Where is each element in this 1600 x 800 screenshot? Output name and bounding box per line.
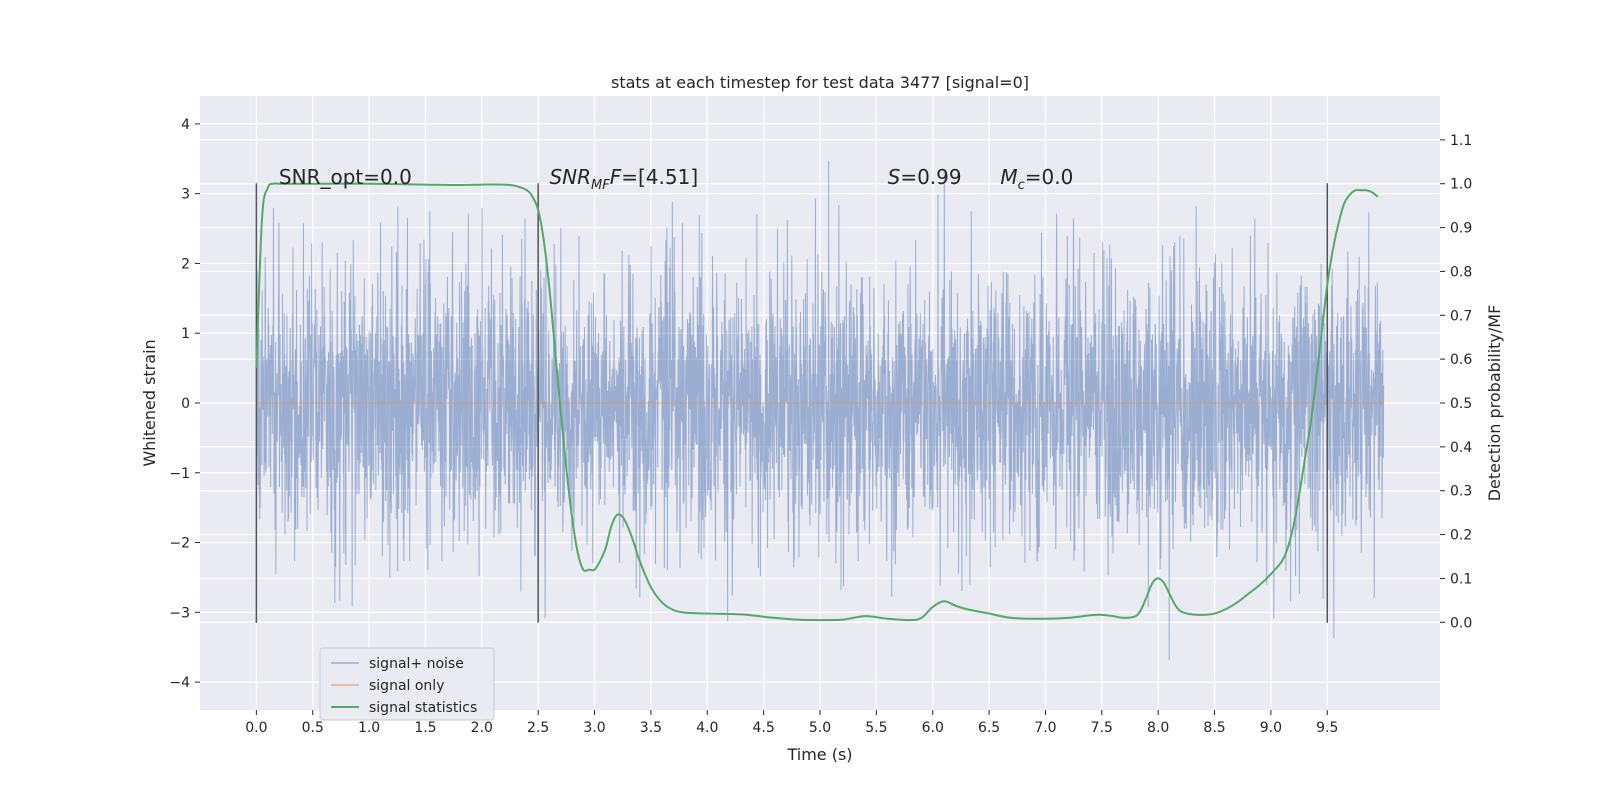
y-tick-label-right: 0.8: [1450, 264, 1472, 280]
annotation-s-value: S=0.99: [888, 165, 962, 189]
y-tick-label-right: 0.3: [1450, 484, 1472, 500]
y-tick-label-right: 0.4: [1450, 440, 1472, 456]
legend-label-signal-noise: signal+ noise: [369, 656, 464, 672]
series-signal-noise: [255, 161, 1385, 660]
vertical-marker-layer: [255, 183, 1329, 623]
annotation-layer: SNR_opt=0.0 SNRMFF=[4.51] S=0.99 Mc=0.0: [279, 165, 1073, 193]
y-tick-label-left: 1: [181, 326, 190, 342]
y-tick-label-right: 0.9: [1450, 221, 1472, 237]
signal-noise-layer: [255, 161, 1385, 660]
x-tick-label: 7.0: [1034, 720, 1056, 736]
x-tick-label: 8.0: [1147, 720, 1169, 736]
y-tick-label-left: −1: [169, 466, 190, 482]
x-tick-label: 6.5: [978, 720, 1000, 736]
y-tick-label-right: 0.5: [1450, 396, 1472, 412]
y-tick-label-left: 4: [181, 117, 190, 133]
y-tick-label-right: 1.1: [1450, 133, 1472, 149]
x-axis-label: Time (s): [786, 745, 852, 764]
legend: signal+ noise signal only signal statist…: [319, 647, 495, 721]
x-tick-label: 5.5: [865, 720, 887, 736]
y-tick-label-right: 0.2: [1450, 528, 1472, 544]
y-tick-label-left: −4: [169, 675, 190, 691]
x-tick-label: 9.5: [1316, 720, 1338, 736]
x-tick-label: 3.5: [640, 720, 662, 736]
y-tick-label-right: 0.6: [1450, 352, 1472, 368]
y-tick-label-left: 3: [181, 187, 190, 203]
x-tick-label: 9.0: [1260, 720, 1282, 736]
x-tick-label: 6.0: [922, 720, 944, 736]
x-tick-label: 8.5: [1203, 720, 1225, 736]
x-tick-label: 1.0: [358, 720, 380, 736]
annotation-snr-mf: SNRMFF=[4.51]: [549, 165, 698, 193]
x-tick-label: 2.5: [527, 720, 549, 736]
y-axis-label-right: Detection probability/MF: [1485, 305, 1504, 502]
x-tick-label: 0.0: [245, 720, 267, 736]
y-tick-label-left: 0: [181, 396, 190, 412]
x-tick-label: 5.0: [809, 720, 831, 736]
legend-box: [319, 647, 495, 721]
x-tick-label: 0.5: [302, 720, 324, 736]
chart-title: stats at each timestep for test data 347…: [611, 73, 1029, 92]
x-tick-label: 1.5: [414, 720, 436, 736]
y-tick-label-left: −2: [169, 536, 190, 552]
y-tick-label-left: −3: [169, 605, 190, 621]
legend-label-signal-only: signal only: [369, 678, 444, 694]
x-tick-label: 2.0: [471, 720, 493, 736]
y-axis-label-left: Whitened strain: [140, 339, 159, 466]
signal-statistics-layer: [255, 182, 1379, 622]
y-tick-label-right: 0.1: [1450, 571, 1472, 587]
y-tick-label-right: 0.0: [1450, 615, 1472, 631]
y-tick-label-right: 1.0: [1450, 177, 1472, 193]
x-tick-label: 7.5: [1091, 720, 1113, 736]
x-tick-label: 4.5: [753, 720, 775, 736]
series-signal-statistics: [255, 182, 1379, 622]
axis-layer: 0.0 0.5 1.0 1.5 2.0 2.5 3.0 3.5 4.0 4.5 5.0 5.5 6.0 6…: [169, 117, 1472, 736]
y-tick-label-left: 2: [181, 256, 190, 272]
annotation-mc-value: Mc=0.0: [1000, 165, 1073, 193]
annotation-snr-opt: SNR_opt=0.0: [279, 165, 412, 189]
x-tick-label: 3.0: [583, 720, 605, 736]
x-tick-label: 4.0: [696, 720, 718, 736]
y-tick-label-right: 0.7: [1450, 308, 1472, 324]
legend-label-signal-statistics: signal statistics: [369, 700, 477, 716]
